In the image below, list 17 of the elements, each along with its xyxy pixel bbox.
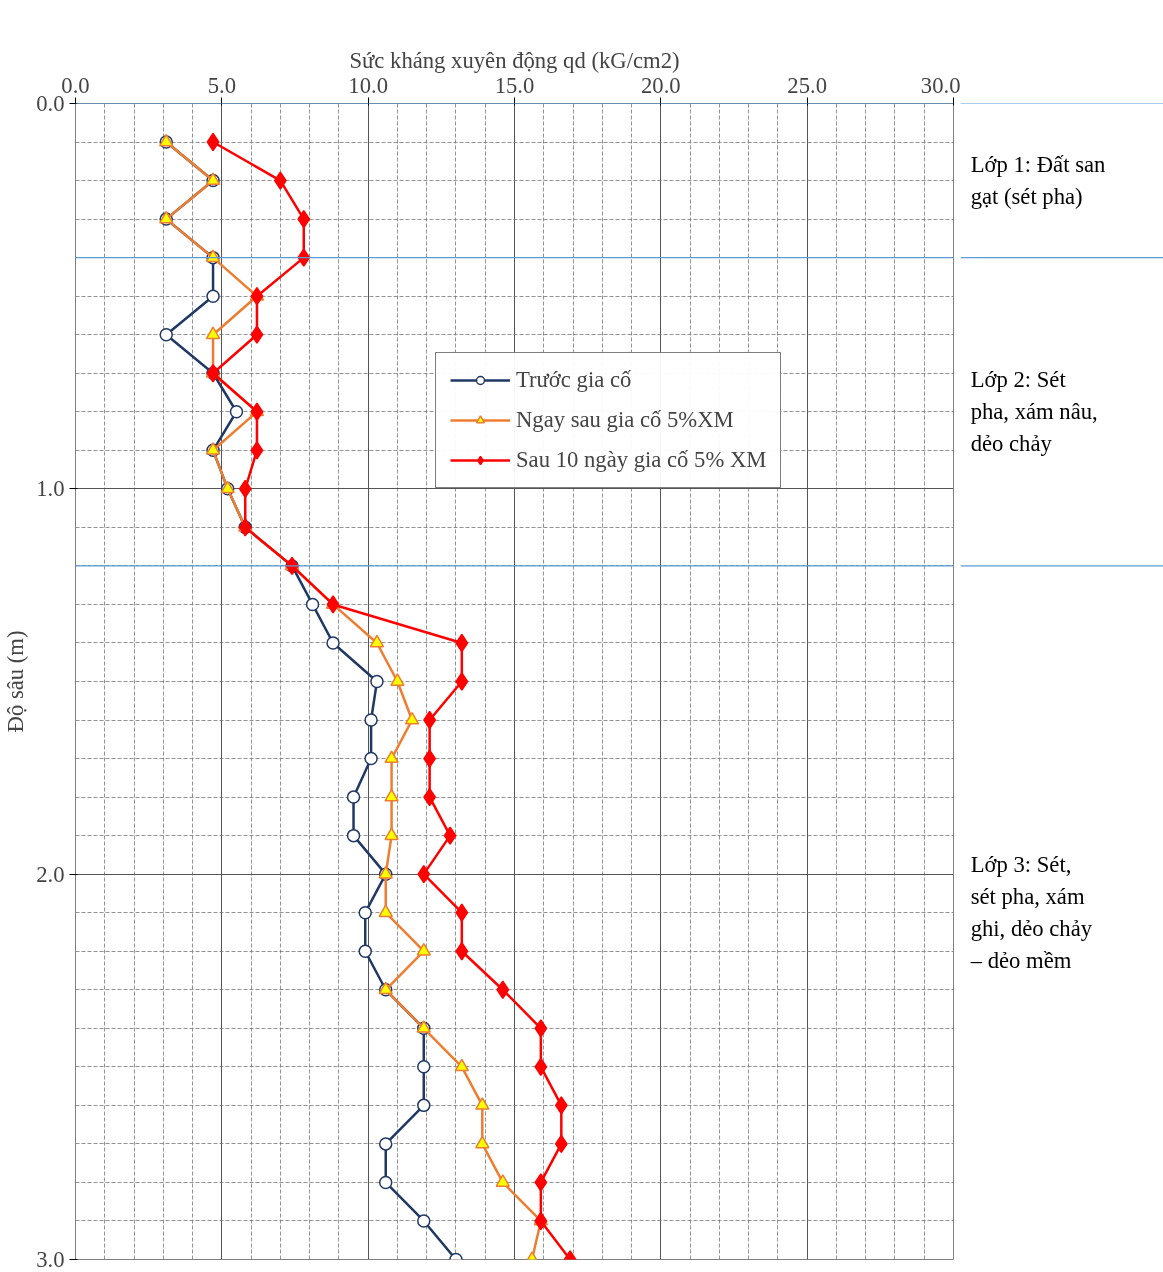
x-tick-label: 30.0 (920, 72, 961, 98)
y-axis-title: Độ sâu (m) (3, 630, 29, 733)
y-tick-label: 2.0 (36, 861, 65, 887)
x-tick-label: 15.0 (494, 72, 535, 98)
y-tick-label: 1.0 (36, 476, 65, 502)
legend-label: Ngay sau gia cố 5%XM (516, 407, 734, 433)
text: Lớp 2: Sét pha, xám nâu, dẻo chảy (970, 367, 1098, 457)
y-tick-label: 3.0 (36, 1247, 65, 1272)
text: Lớp 3: Sét, sét pha, xám ghi, dẻo chảy – dẻo mềm (969, 852, 1093, 974)
x-tick-label: 25.0 (787, 72, 827, 98)
x-tick-label: 10.0 (348, 72, 388, 98)
legend-label: Trước gia cố (516, 367, 632, 393)
legend-label: Sau 10 ngày gia cố 5% XM (516, 447, 767, 473)
x-tick-label: 5.0 (207, 72, 236, 98)
x-axis-title: Sức kháng xuyên động qd (kG/cm2) (349, 47, 680, 73)
x-tick-label: 20.0 (641, 72, 681, 98)
text: Lớp 1: Đất san gạt (sét pha) (970, 152, 1106, 210)
